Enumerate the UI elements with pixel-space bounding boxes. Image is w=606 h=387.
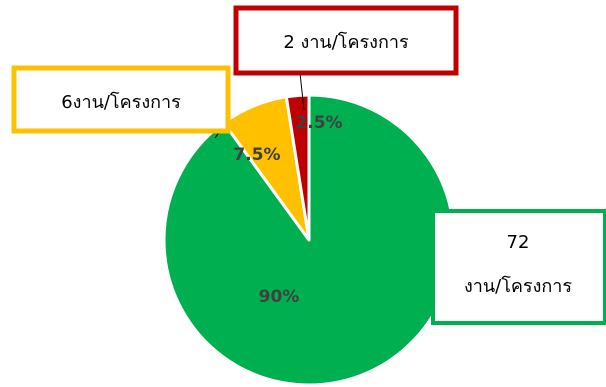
leader-line-red bbox=[299, 72, 305, 111]
pie-slice-red bbox=[284, 93, 311, 242]
category-label-red: 2 งาน/โครงการ bbox=[283, 31, 409, 53]
category-label-line: 6งาน/โครงการ bbox=[61, 91, 181, 113]
category-label-line: งาน/โครงการ bbox=[464, 275, 572, 297]
category-label-yellow: 6งาน/โครงการ bbox=[61, 91, 181, 113]
category-label-line: 72 bbox=[507, 232, 530, 253]
callout-box-green bbox=[431, 209, 606, 325]
category-label-line: 2 งาน/โครงการ bbox=[283, 31, 409, 53]
percent-label-green: 90% bbox=[259, 287, 300, 307]
callout-box-yellow bbox=[11, 65, 231, 134]
percent-label-red: 2.5% bbox=[295, 113, 342, 133]
callout-box-red bbox=[233, 5, 459, 76]
percent-label-yellow: 7.5% bbox=[233, 145, 280, 165]
category-label-green: 72 งาน/โครงการ bbox=[464, 232, 572, 297]
